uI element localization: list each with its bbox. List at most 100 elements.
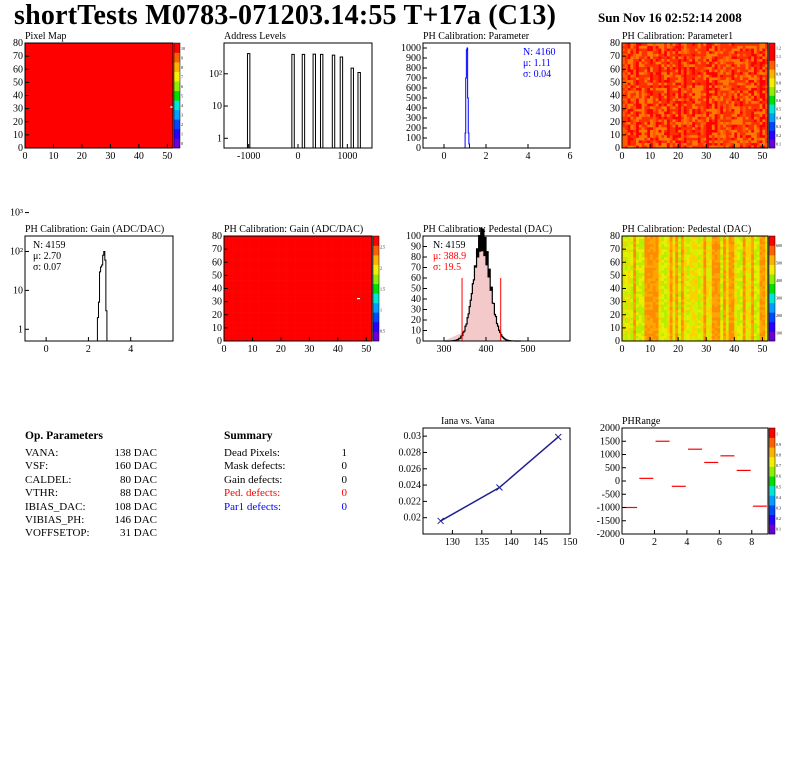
heatmap-cell — [652, 327, 656, 331]
heatmap-cell — [292, 338, 296, 342]
heatmap-cell — [272, 270, 276, 274]
heatmap-cell — [695, 111, 699, 115]
colorbar-label: 9 — [181, 55, 183, 60]
heatmap-cell — [683, 145, 687, 149]
heatmap-cell — [652, 90, 656, 94]
heatmap-cell — [241, 280, 245, 284]
heatmap-cell — [354, 283, 359, 287]
heatmap-cell — [349, 270, 353, 274]
heatmap-cell — [298, 249, 302, 253]
heatmap-cell — [714, 79, 718, 83]
heatmap-cell — [759, 127, 763, 130]
heatmap-cell — [252, 238, 256, 242]
heatmap-cell — [669, 100, 673, 104]
heatmap-cell — [243, 257, 248, 260]
heatmap-cell — [689, 106, 693, 109]
heatmap-cell — [762, 142, 766, 146]
heatmap-cell — [756, 69, 760, 73]
x-tick-label: 300 — [437, 344, 452, 355]
heatmap-cell — [655, 306, 659, 310]
heatmap-cell — [278, 270, 282, 274]
heatmap-cell — [258, 246, 262, 250]
heatmap-cell — [272, 278, 276, 281]
heatmap-cell — [695, 119, 699, 123]
heatmap-cell — [280, 270, 285, 274]
heatmap-cell — [630, 79, 634, 83]
heatmap-cell — [289, 335, 293, 339]
heatmap-cell — [627, 314, 631, 318]
heatmap-cell — [306, 325, 310, 329]
heatmap-cell — [636, 320, 640, 323]
heatmap-cell — [286, 285, 290, 289]
heatmap-cell — [689, 85, 693, 88]
heatmap-cell — [343, 301, 347, 305]
heatmap-cell — [335, 301, 339, 305]
heatmap-cell — [762, 87, 766, 91]
heatmap-cell — [739, 90, 744, 94]
heatmap-cell — [731, 113, 735, 117]
heatmap-cell — [366, 254, 370, 258]
heatmap-cell — [683, 124, 687, 128]
heatmap-cell — [633, 338, 637, 342]
heatmap-cell — [309, 338, 313, 342]
heatmap-cell — [664, 108, 668, 112]
heatmap-cell — [680, 124, 685, 128]
heatmap-cell — [360, 267, 364, 271]
heatmap-cell — [363, 296, 367, 300]
heatmap-cell — [725, 50, 729, 54]
heatmap-cell — [249, 320, 253, 323]
heatmap-cell — [689, 82, 693, 86]
heatmap-cell — [692, 71, 696, 75]
heatmap-cell — [354, 238, 359, 242]
heatmap-cell — [224, 267, 228, 271]
heatmap-cell — [323, 309, 327, 313]
heatmap-cell — [664, 87, 668, 91]
y-tick-label: 0 — [416, 143, 421, 154]
heatmap-cell — [762, 61, 766, 65]
heatmap-cell — [346, 291, 350, 295]
heatmap-cell — [624, 262, 628, 266]
heatmap-cell — [335, 285, 339, 289]
heatmap-cell — [329, 238, 333, 242]
heatmap-cell — [255, 275, 259, 279]
heatmap-cell — [686, 45, 690, 49]
heatmap-cell — [636, 116, 640, 120]
heatmap-cell — [306, 338, 310, 342]
colorbar-label: 2.5 — [380, 245, 385, 250]
heatmap-cell — [714, 111, 718, 115]
heatmap-cell — [680, 69, 685, 73]
heatmap-cell — [340, 251, 344, 255]
heatmap-cell — [650, 69, 654, 73]
heatmap-cell — [630, 249, 634, 253]
heatmap-cell — [243, 333, 248, 337]
heatmap-cell — [238, 285, 242, 289]
heatmap-cell — [337, 325, 341, 329]
heatmap-cell — [292, 243, 296, 247]
heatmap-cell — [292, 327, 296, 331]
y-tick-label: 400 — [406, 103, 421, 114]
heatmap-cell — [711, 116, 715, 120]
heatmap-cell — [714, 77, 718, 81]
heatmap-cell — [303, 301, 307, 305]
heatmap-cell — [647, 116, 651, 120]
heatmap-cell — [280, 293, 285, 297]
heatmap-cell — [683, 87, 687, 91]
heatmap-cell — [315, 293, 319, 297]
heatmap-cell — [762, 74, 766, 78]
heatmap-cell — [672, 140, 676, 144]
heatmap-cell — [309, 301, 313, 305]
heatmap-cell — [765, 142, 769, 146]
heatmap-cell — [624, 134, 628, 138]
heatmap-cell — [343, 333, 347, 337]
heatmap-cell — [689, 137, 693, 141]
heatmap-cell — [652, 322, 656, 326]
heatmap-cell — [320, 254, 324, 258]
heatmap-cell — [354, 246, 359, 250]
heatmap-cell — [647, 335, 651, 339]
heatmap-cell — [352, 275, 356, 279]
heatmap-cell — [720, 85, 724, 88]
heatmap-cell — [229, 333, 233, 337]
heatmap-cell — [286, 257, 290, 260]
heatmap-cell — [725, 77, 729, 81]
heatmap-cell — [731, 98, 735, 102]
